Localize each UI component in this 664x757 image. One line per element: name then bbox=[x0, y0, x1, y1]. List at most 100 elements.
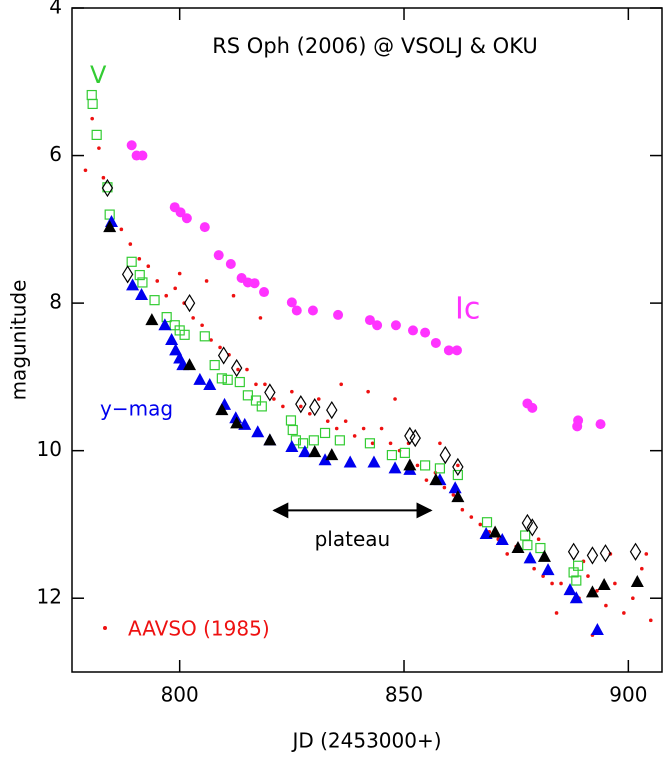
x-tick-label: 900 bbox=[609, 683, 647, 707]
data-point bbox=[367, 455, 381, 468]
y-tick-label: 4 bbox=[49, 0, 62, 19]
data-point bbox=[438, 441, 442, 446]
data-point bbox=[326, 400, 338, 420]
data-point bbox=[209, 359, 220, 371]
y-tick-label: 12 bbox=[37, 585, 62, 609]
data-point bbox=[126, 256, 137, 267]
data-point bbox=[272, 397, 276, 401]
data-point bbox=[318, 453, 332, 466]
data-point bbox=[242, 390, 253, 401]
data-point bbox=[479, 527, 493, 540]
data-point bbox=[307, 305, 318, 316]
data-point bbox=[599, 544, 612, 563]
data-point bbox=[532, 566, 536, 571]
data-point bbox=[366, 389, 370, 394]
data-point bbox=[393, 397, 397, 401]
series-label: AAVSO (1985) bbox=[128, 617, 270, 641]
data-point bbox=[308, 435, 319, 446]
data-point bbox=[97, 146, 101, 150]
data-point bbox=[169, 343, 183, 356]
data-point bbox=[631, 596, 635, 601]
data-point bbox=[285, 415, 297, 426]
data-point bbox=[234, 376, 245, 388]
data-point bbox=[193, 372, 207, 385]
data-point bbox=[452, 469, 463, 481]
data-point bbox=[213, 250, 224, 261]
data-point bbox=[407, 325, 418, 336]
data-point bbox=[585, 585, 599, 598]
data-point bbox=[505, 552, 510, 556]
series-label: Ic bbox=[455, 292, 480, 327]
data-point bbox=[179, 329, 190, 340]
data-point bbox=[86, 89, 97, 101]
x-tick-label: 850 bbox=[385, 683, 423, 707]
data-point bbox=[352, 434, 357, 438]
data-point bbox=[137, 257, 142, 261]
data-point bbox=[158, 318, 172, 331]
data-point bbox=[225, 259, 236, 270]
data-point bbox=[126, 140, 137, 151]
data-point bbox=[173, 286, 177, 291]
data-point bbox=[101, 175, 106, 180]
data-point bbox=[181, 213, 192, 224]
x-tick-label: 800 bbox=[161, 683, 199, 707]
data-point bbox=[550, 581, 554, 586]
data-point bbox=[101, 178, 114, 198]
data-point bbox=[537, 549, 551, 562]
data-point bbox=[390, 320, 401, 331]
data-point bbox=[451, 490, 465, 503]
data-point bbox=[424, 478, 429, 482]
data-point bbox=[263, 433, 277, 446]
data-point bbox=[299, 404, 303, 409]
data-point bbox=[164, 293, 169, 298]
data-point bbox=[640, 566, 644, 571]
data-point bbox=[87, 98, 98, 110]
data-point bbox=[622, 611, 626, 615]
data-point bbox=[364, 315, 375, 326]
data-point bbox=[478, 522, 483, 527]
data-point bbox=[287, 424, 298, 436]
data-point bbox=[286, 297, 297, 308]
data-point bbox=[298, 445, 312, 458]
data-point bbox=[126, 278, 140, 291]
data-point bbox=[209, 338, 213, 342]
data-point bbox=[420, 327, 431, 338]
data-point bbox=[430, 337, 441, 348]
data-point bbox=[434, 463, 446, 474]
data-point bbox=[183, 293, 196, 313]
data-point bbox=[541, 574, 545, 578]
data-point bbox=[200, 323, 204, 328]
data-point bbox=[90, 116, 94, 121]
data-point bbox=[522, 540, 533, 551]
data-point bbox=[495, 532, 509, 545]
data-point bbox=[91, 129, 102, 140]
data-point bbox=[439, 445, 452, 465]
data-point bbox=[295, 395, 307, 414]
data-point bbox=[281, 404, 285, 409]
data-point bbox=[343, 455, 357, 468]
data-point bbox=[333, 309, 344, 320]
data-point bbox=[613, 581, 617, 586]
data-point bbox=[256, 401, 267, 412]
data-point bbox=[121, 265, 134, 284]
data-point bbox=[218, 345, 222, 350]
data-point bbox=[536, 537, 541, 541]
data-point bbox=[569, 591, 583, 604]
data-point bbox=[451, 345, 462, 356]
data-point bbox=[334, 426, 339, 431]
data-point bbox=[103, 220, 117, 233]
data-point bbox=[535, 542, 546, 554]
data-point bbox=[134, 269, 145, 281]
data-point bbox=[177, 271, 182, 276]
data-point bbox=[567, 542, 580, 561]
data-point bbox=[595, 589, 599, 593]
data-point bbox=[149, 295, 160, 306]
legend-marker bbox=[103, 626, 107, 630]
data-point bbox=[403, 458, 417, 471]
data-point bbox=[443, 345, 454, 356]
data-point bbox=[325, 419, 330, 423]
data-point bbox=[83, 168, 88, 173]
x-axis-label: JD (2453000+) bbox=[290, 729, 441, 753]
data-point bbox=[137, 150, 148, 161]
data-point bbox=[204, 279, 209, 283]
